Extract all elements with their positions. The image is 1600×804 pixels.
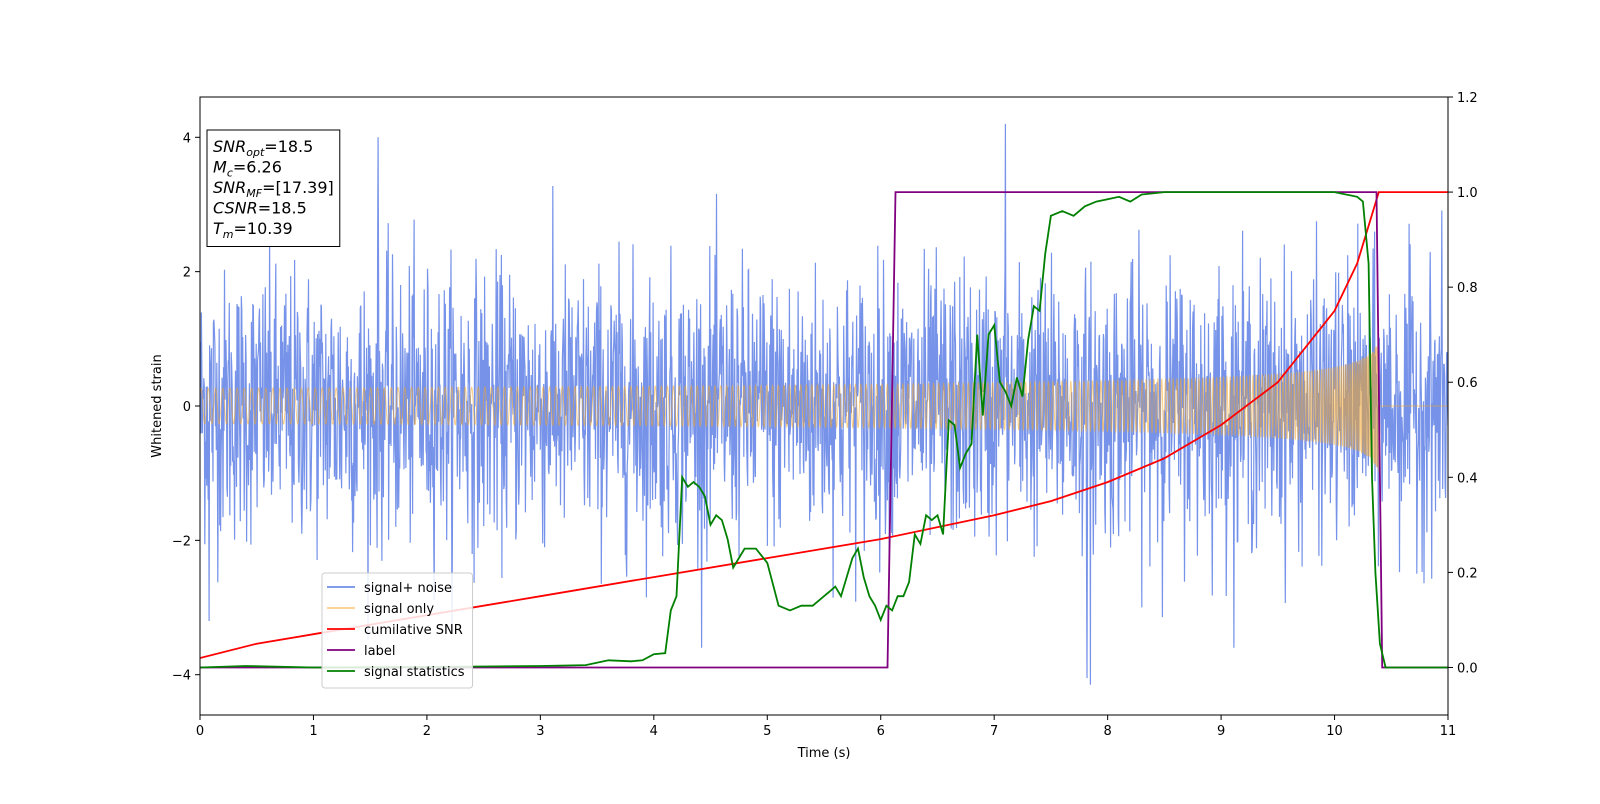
series-signal-only-line (200, 344, 1448, 473)
y-left-tick-label: −4 (172, 669, 191, 684)
y-left-tick-label: 4 (183, 131, 191, 146)
y-right-tick-label: 0.2 (1457, 566, 1478, 581)
y-left-axis: −4 −2 0 2 4 (172, 131, 200, 684)
y-right-axis: 0.0 0.2 0.4 0.6 0.8 1.0 1.2 (1448, 91, 1478, 676)
x-tick-label: 2 (423, 724, 431, 739)
x-tick-label: 11 (1440, 724, 1457, 739)
x-tick-label: 8 (1103, 724, 1111, 739)
info-line: CSNR=18.5 (213, 199, 307, 218)
legend-label: signal+ noise (364, 581, 452, 596)
info-line: SNRopt=18.5 (213, 137, 313, 159)
legend: signal+ noise signal only cumilative SNR la… (321, 572, 474, 689)
series-signal-statistics-line (200, 191, 1448, 669)
info-box-frame (206, 129, 341, 247)
y-left-tick-label: 2 (183, 266, 191, 281)
x-tick-label: 9 (1217, 724, 1225, 739)
y-left-tick-label: 0 (183, 400, 191, 415)
x-tick-label: 3 (536, 724, 544, 739)
y-axis-label: Whitened strain (150, 354, 165, 457)
x-tick-label: 7 (990, 724, 998, 739)
info-line: Tm=10.39 (213, 219, 293, 241)
legend-label: signal only (364, 602, 434, 617)
x-tick-label: 6 (877, 724, 885, 739)
x-axis-label: Time (s) (797, 746, 851, 761)
legend-label: label (364, 644, 395, 659)
legend-label: cumilative SNR (364, 623, 463, 638)
x-axis: 0 1 2 3 4 5 6 7 8 9 10 11 (196, 715, 1456, 739)
info-line: Mc=6.26 (213, 158, 282, 180)
y-right-tick-label: 1.2 (1457, 91, 1478, 106)
y-right-tick-label: 0.6 (1457, 376, 1478, 391)
x-tick-label: 0 (196, 724, 204, 739)
y-left-tick-label: −2 (172, 534, 191, 549)
x-tick-label: 5 (763, 724, 771, 739)
x-tick-label: 1 (309, 724, 317, 739)
legend-frame (321, 572, 474, 689)
y-right-tick-label: 0.0 (1457, 661, 1478, 676)
info-box: SNRopt=18.5Mc=6.26SNRMF=[17.39]CSNR=18.5… (206, 129, 341, 247)
series-signal-noise-line (200, 123, 1448, 685)
legend-label: signal statistics (364, 665, 465, 680)
y-right-tick-label: 0.4 (1457, 471, 1478, 486)
info-line: SNRMF=[17.39] (213, 178, 334, 200)
x-tick-label: 4 (650, 724, 658, 739)
y-right-tick-label: 0.8 (1457, 281, 1478, 296)
x-tick-label: 10 (1326, 724, 1343, 739)
y-right-tick-label: 1.0 (1457, 186, 1478, 201)
